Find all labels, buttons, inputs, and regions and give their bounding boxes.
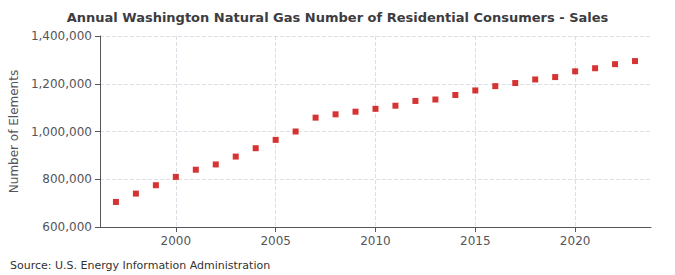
svg-text:800,000: 800,000 bbox=[42, 172, 92, 186]
svg-text:1,400,000: 1,400,000 bbox=[31, 29, 92, 43]
svg-text:2010: 2010 bbox=[360, 234, 391, 248]
svg-text:2015: 2015 bbox=[460, 234, 491, 248]
svg-text:Number of Elements: Number of Elements bbox=[7, 70, 21, 193]
svg-text:2020: 2020 bbox=[560, 234, 591, 248]
svg-text:1,000,000: 1,000,000 bbox=[31, 125, 92, 139]
svg-text:Source: U.S. Energy Informatio: Source: U.S. Energy Information Administ… bbox=[10, 259, 270, 272]
svg-text:1,200,000: 1,200,000 bbox=[31, 77, 92, 91]
svg-text:600,000: 600,000 bbox=[42, 220, 92, 234]
svg-text:2000: 2000 bbox=[161, 234, 192, 248]
svg-text:2005: 2005 bbox=[260, 234, 291, 248]
svg-text:Annual Washington Natural Gas: Annual Washington Natural Gas Number of … bbox=[67, 10, 609, 25]
